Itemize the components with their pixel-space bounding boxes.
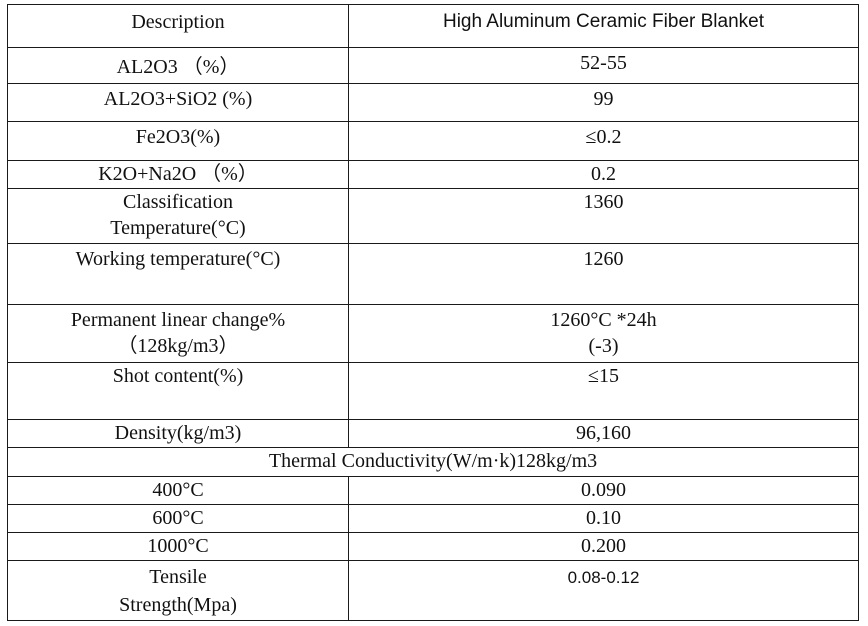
row-label: Working temperature(°C) — [7, 243, 349, 305]
table-row: Fe2O3(%) ≤0.2 — [7, 121, 859, 161]
table-row: 1000°C 0.200 — [7, 532, 859, 561]
table-row: Working temperature(°C) 1260 — [7, 243, 859, 305]
table-row: Density(kg/m3) 96,160 — [7, 419, 859, 448]
row-label: 1000°C — [7, 532, 349, 561]
header-description: Description — [7, 4, 349, 48]
row-value: 0.08-0.12 — [348, 560, 859, 621]
specification-table: Description High Aluminum Ceramic Fiber … — [7, 4, 859, 621]
thermal-conductivity-title: Thermal Conductivity(W/m·k)128kg/m3 — [7, 447, 859, 477]
table-row: Permanent linear change% （128kg/m3） 1260… — [7, 304, 859, 363]
row-value: ≤15 — [348, 362, 859, 420]
row-label: Classification Temperature(°C) — [7, 188, 349, 244]
row-value: 0.10 — [348, 504, 859, 533]
table-row: Shot content(%) ≤15 — [7, 362, 859, 420]
row-value: 0.200 — [348, 532, 859, 561]
row-label: Shot content(%) — [7, 362, 349, 420]
row-value: 96,160 — [348, 419, 859, 448]
row-label: Tensile Strength(Mpa) — [7, 560, 349, 621]
row-label: 400°C — [7, 476, 349, 505]
table-row: 600°C 0.10 — [7, 504, 859, 533]
row-label: AL2O3+SiO2 (%) — [7, 83, 349, 122]
row-label: 600°C — [7, 504, 349, 533]
thermal-conductivity-heading-row: Thermal Conductivity(W/m·k)128kg/m3 — [7, 447, 859, 477]
row-value: 0.2 — [348, 160, 859, 189]
row-label: Fe2O3(%) — [7, 121, 349, 161]
header-product: High Aluminum Ceramic Fiber Blanket — [348, 4, 859, 48]
table-row: 400°C 0.090 — [7, 476, 859, 505]
table-row: K2O+Na2O （%） 0.2 — [7, 160, 859, 189]
table-row: Classification Temperature(°C) 1360 — [7, 188, 859, 244]
row-label: AL2O3 （%） — [7, 47, 349, 84]
header-row: Description High Aluminum Ceramic Fiber … — [7, 4, 859, 48]
row-value: 1260 — [348, 243, 859, 305]
row-value: 0.090 — [348, 476, 859, 505]
row-value: 99 — [348, 83, 859, 122]
table-row: AL2O3+SiO2 (%) 99 — [7, 83, 859, 122]
row-label: K2O+Na2O （%） — [7, 160, 349, 189]
row-value: 1360 — [348, 188, 859, 244]
table-row: AL2O3 （%） 52-55 — [7, 47, 859, 84]
row-value: 52-55 — [348, 47, 859, 84]
row-value: ≤0.2 — [348, 121, 859, 161]
row-label: Permanent linear change% （128kg/m3） — [7, 304, 349, 363]
row-label: Density(kg/m3) — [7, 419, 349, 448]
table-row: Tensile Strength(Mpa) 0.08-0.12 — [7, 560, 859, 621]
row-value: 1260°C *24h (-3) — [348, 304, 859, 363]
